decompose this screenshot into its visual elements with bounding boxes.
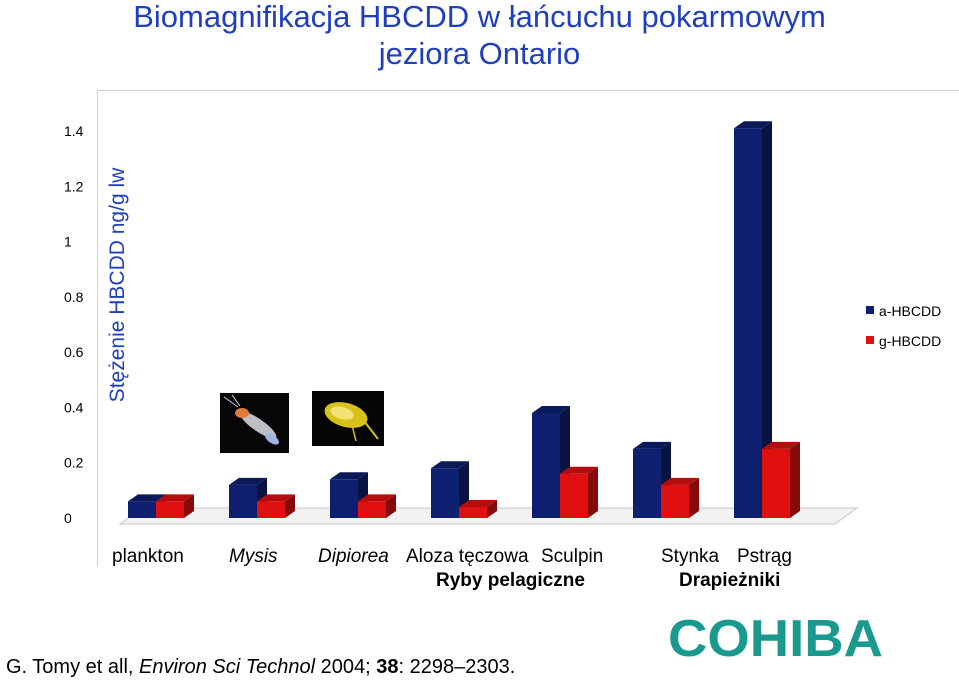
bar-a-HBCDD-5 [633, 448, 661, 518]
bar-g-HBCDD-1 [257, 501, 285, 518]
bar-top-g-HBCDD-2 [358, 494, 396, 502]
bar-a-HBCDD-1 [229, 484, 257, 518]
category-label-stynka: Stynka [661, 546, 720, 567]
bar-side-a-HBCDD-6 [762, 121, 772, 518]
category-label-pstrag: Pstrąg [737, 546, 792, 567]
bar-a-HBCDD-4 [532, 412, 560, 518]
bar-top-a-HBCDD-5 [633, 441, 671, 449]
bar-a-HBCDD-2 [330, 479, 358, 518]
y-tick-label: 0.2 [64, 455, 84, 471]
bar-top-a-HBCDD-0 [128, 494, 166, 502]
category-label-aloza: Aloza tęczowa [406, 546, 529, 567]
bar-top-g-HBCDD-6 [762, 441, 800, 449]
bar-top-g-HBCDD-4 [560, 466, 598, 474]
bar-a-HBCDD-0 [128, 501, 156, 518]
bar-top-g-HBCDD-3 [459, 499, 497, 507]
group-label-predators: Drapieżniki [679, 570, 781, 591]
bar-top-g-HBCDD-1 [257, 494, 295, 502]
bar-side-g-HBCDD-0 [184, 494, 194, 518]
citation-author: G. Tomy et all, [6, 656, 140, 678]
chart-frame: 0 0.2 0.4 0.6 0.8 1 1.2 1.4 a-HBCDD g-HBCDD [64, 90, 959, 567]
bar-side-g-HBCDD-4 [588, 466, 598, 518]
bar-side-g-HBCDD-3 [487, 499, 497, 518]
citation-year: 2004; [315, 656, 377, 678]
legend-swatch-a-HBCDD [866, 306, 874, 314]
category-label-dipiorea: Dipiorea [318, 546, 389, 567]
bar-g-HBCDD-2 [358, 501, 386, 518]
mysis-photo [220, 393, 289, 453]
y-tick-label: 1.2 [64, 178, 84, 194]
citation-pages: : 2298–2303. [398, 656, 516, 678]
citation: G. Tomy et all, Environ Sci Technol 2004… [6, 656, 515, 679]
bar-side-g-HBCDD-1 [285, 494, 295, 518]
bar-side-g-HBCDD-5 [689, 477, 699, 518]
bar-top-a-HBCDD-2 [330, 472, 368, 480]
bar-top-g-HBCDD-0 [156, 494, 194, 502]
y-tick-label: 0 [64, 510, 72, 526]
y-tick-label: 0.6 [64, 344, 84, 360]
y-axis-label: Stężenie HBCDD ng/g lw [104, 160, 131, 410]
page-subtitle: jeziora Ontario [378, 36, 581, 71]
bar-g-HBCDD-3 [459, 506, 487, 518]
logo-text: COHIBA [668, 612, 883, 662]
bar-chart: 0 0.2 0.4 0.6 0.8 1 1.2 1.4 a-HBCDD g-HBCDD [64, 121, 941, 526]
bar-top-a-HBCDD-6 [734, 121, 772, 129]
y-axis-label-text: Stężenie HBCDD ng/g lw [106, 167, 129, 403]
bar-g-HBCDD-6 [762, 448, 790, 518]
page-title: Biomagnifikacja HBCDD w łańcuchu pokarmo… [133, 0, 826, 34]
category-label-mysis: Mysis [229, 546, 278, 567]
bar-g-HBCDD-5 [661, 484, 689, 518]
bar-top-g-HBCDD-5 [661, 477, 699, 485]
y-tick-label: 1.4 [64, 123, 84, 139]
category-label-sculpin: Sculpin [541, 546, 604, 567]
bar-a-HBCDD-3 [431, 468, 459, 518]
category-label-plankton: plankton [112, 546, 184, 567]
bar-top-a-HBCDD-4 [532, 405, 570, 413]
citation-volume: 38 [376, 656, 399, 678]
y-tick-label: 1 [64, 234, 72, 250]
cohiba-logo: COHIBA [668, 612, 883, 662]
bar-top-a-HBCDD-1 [229, 477, 267, 485]
group-label-pelagic: Ryby pelagiczne [436, 570, 585, 591]
y-tick-label: 0.8 [64, 289, 84, 305]
legend-label-g-HBCDD: g-HBCDD [879, 333, 941, 349]
citation-journal: Environ Sci Technol [139, 656, 316, 678]
y-tick-label: 0.4 [64, 399, 84, 415]
diporeia-photo [312, 391, 384, 446]
legend-swatch-g-HBCDD [866, 336, 874, 344]
bar-top-a-HBCDD-3 [431, 461, 469, 469]
bar-g-HBCDD-4 [560, 473, 588, 518]
bar-a-HBCDD-6 [734, 128, 762, 518]
bar-side-g-HBCDD-6 [790, 441, 800, 518]
legend-label-a-HBCDD: a-HBCDD [879, 303, 941, 319]
bar-side-g-HBCDD-2 [386, 494, 396, 518]
bar-g-HBCDD-0 [156, 501, 184, 518]
